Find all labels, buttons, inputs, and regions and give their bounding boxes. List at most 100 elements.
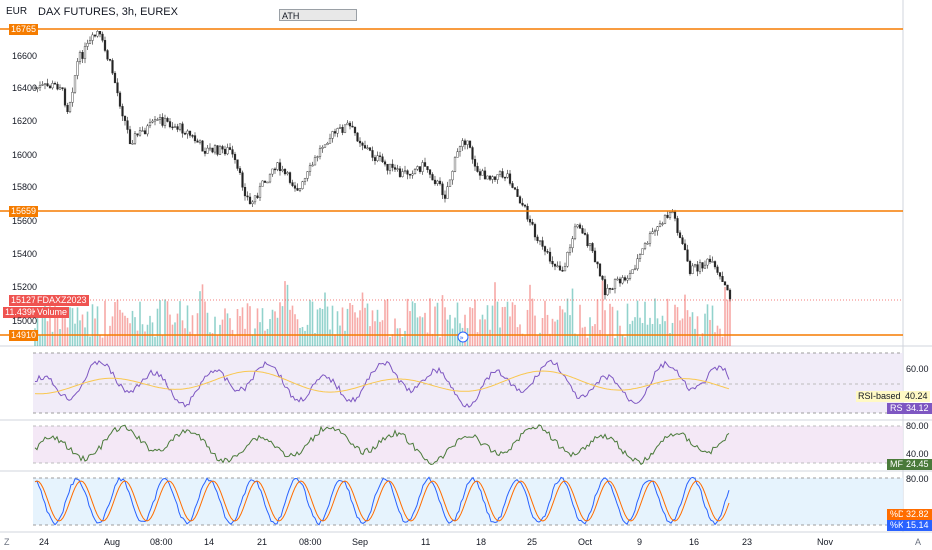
candle-body xyxy=(523,204,527,207)
time-axis-label: 08:00 xyxy=(299,537,322,547)
candle-body xyxy=(296,188,299,191)
candle-body xyxy=(216,145,219,155)
candle-body xyxy=(648,233,652,244)
volume-bar xyxy=(491,305,494,346)
candle-body xyxy=(621,277,624,284)
candle-body xyxy=(333,131,337,134)
candle-body xyxy=(68,102,72,113)
candle-body xyxy=(293,185,297,189)
candle-body xyxy=(511,183,514,188)
volume-bar xyxy=(426,332,429,346)
price-axis-label: 15200 xyxy=(12,282,38,292)
candle-body xyxy=(88,40,92,44)
candle-body xyxy=(178,123,182,130)
volume-bar xyxy=(61,310,64,346)
candle-body xyxy=(561,270,564,272)
volume-bar xyxy=(506,301,509,346)
rsi-band xyxy=(33,353,903,413)
candle-body xyxy=(361,142,364,146)
volume-bar xyxy=(706,304,709,346)
volume-bar xyxy=(286,284,289,346)
candle-body xyxy=(371,150,374,158)
candle-body xyxy=(683,243,687,251)
candle-body xyxy=(356,132,359,142)
candle-body xyxy=(716,266,719,273)
candle-body xyxy=(158,117,162,120)
volume-bar xyxy=(436,302,439,346)
volume-bar xyxy=(374,321,376,346)
candle-body xyxy=(436,180,439,184)
candle-body xyxy=(596,261,599,265)
candle-body xyxy=(603,279,607,296)
volume-bar xyxy=(96,306,99,346)
candle-body xyxy=(613,279,617,290)
volume-bar xyxy=(561,309,564,346)
volume-bar xyxy=(256,308,259,346)
stoch-k-line xyxy=(34,476,730,526)
candle-body xyxy=(461,140,464,147)
volume-bar xyxy=(144,331,146,346)
volume-bar xyxy=(139,301,141,346)
candle-body xyxy=(323,144,327,148)
time-axis-label: 16 xyxy=(689,537,700,547)
volume-bar xyxy=(551,318,554,346)
mf-level-40: 40.00 xyxy=(906,449,929,459)
candle-body xyxy=(721,276,724,282)
candle-body xyxy=(66,104,69,113)
volume-bar xyxy=(409,311,411,346)
candle-body xyxy=(251,201,254,205)
volume-bar xyxy=(254,328,256,346)
candle-body xyxy=(573,226,577,239)
candle-body xyxy=(388,163,392,171)
candle-body xyxy=(103,40,107,51)
candle-body xyxy=(48,85,52,89)
volume-bar xyxy=(359,310,361,346)
candle-body xyxy=(283,169,287,175)
candle-body xyxy=(176,126,179,130)
volume-bar xyxy=(136,330,139,346)
auto-scale-button[interactable]: A xyxy=(915,537,922,547)
price-axis-label: 15600 xyxy=(12,216,38,226)
candle-body xyxy=(401,171,404,177)
volume-bar xyxy=(441,295,444,346)
volume-bar xyxy=(196,313,199,346)
volume-bar xyxy=(699,336,701,346)
volume-bar xyxy=(344,330,346,346)
volume-bar xyxy=(611,306,614,346)
candle-body xyxy=(313,157,317,166)
volume-bar xyxy=(496,301,499,346)
candle-body xyxy=(326,143,329,145)
candle-body xyxy=(463,140,467,145)
chart-title[interactable]: DAX FUTURES, 3h, EUREX xyxy=(38,6,178,18)
candle-body xyxy=(516,189,519,197)
candle-body xyxy=(421,162,424,172)
candle-body xyxy=(611,288,614,290)
zoom-button[interactable]: Z xyxy=(4,537,10,547)
candle-body xyxy=(676,218,679,233)
candle-body xyxy=(588,243,592,247)
candle-body xyxy=(428,169,432,175)
replay-icon xyxy=(457,331,469,343)
candle-body xyxy=(206,147,209,154)
candle-body xyxy=(538,240,542,242)
candle-body xyxy=(686,249,689,262)
candle-body xyxy=(161,117,164,126)
volume-bar xyxy=(221,319,224,346)
candle-body xyxy=(576,224,579,228)
volume-bar xyxy=(304,330,306,346)
candle-body xyxy=(93,34,97,37)
candle-body xyxy=(443,194,447,199)
volume-bar xyxy=(299,327,301,346)
volume-bar xyxy=(669,333,671,346)
candle-body xyxy=(286,172,289,175)
volume-bar xyxy=(59,329,61,346)
candle-body xyxy=(231,149,234,155)
volume-bar xyxy=(456,302,459,346)
price-axis-label: 16400 xyxy=(12,83,38,93)
candle-body xyxy=(266,181,269,184)
volume-bar xyxy=(439,337,441,346)
ath-label-box[interactable]: ATH xyxy=(279,9,357,21)
volume-bar xyxy=(209,332,211,346)
